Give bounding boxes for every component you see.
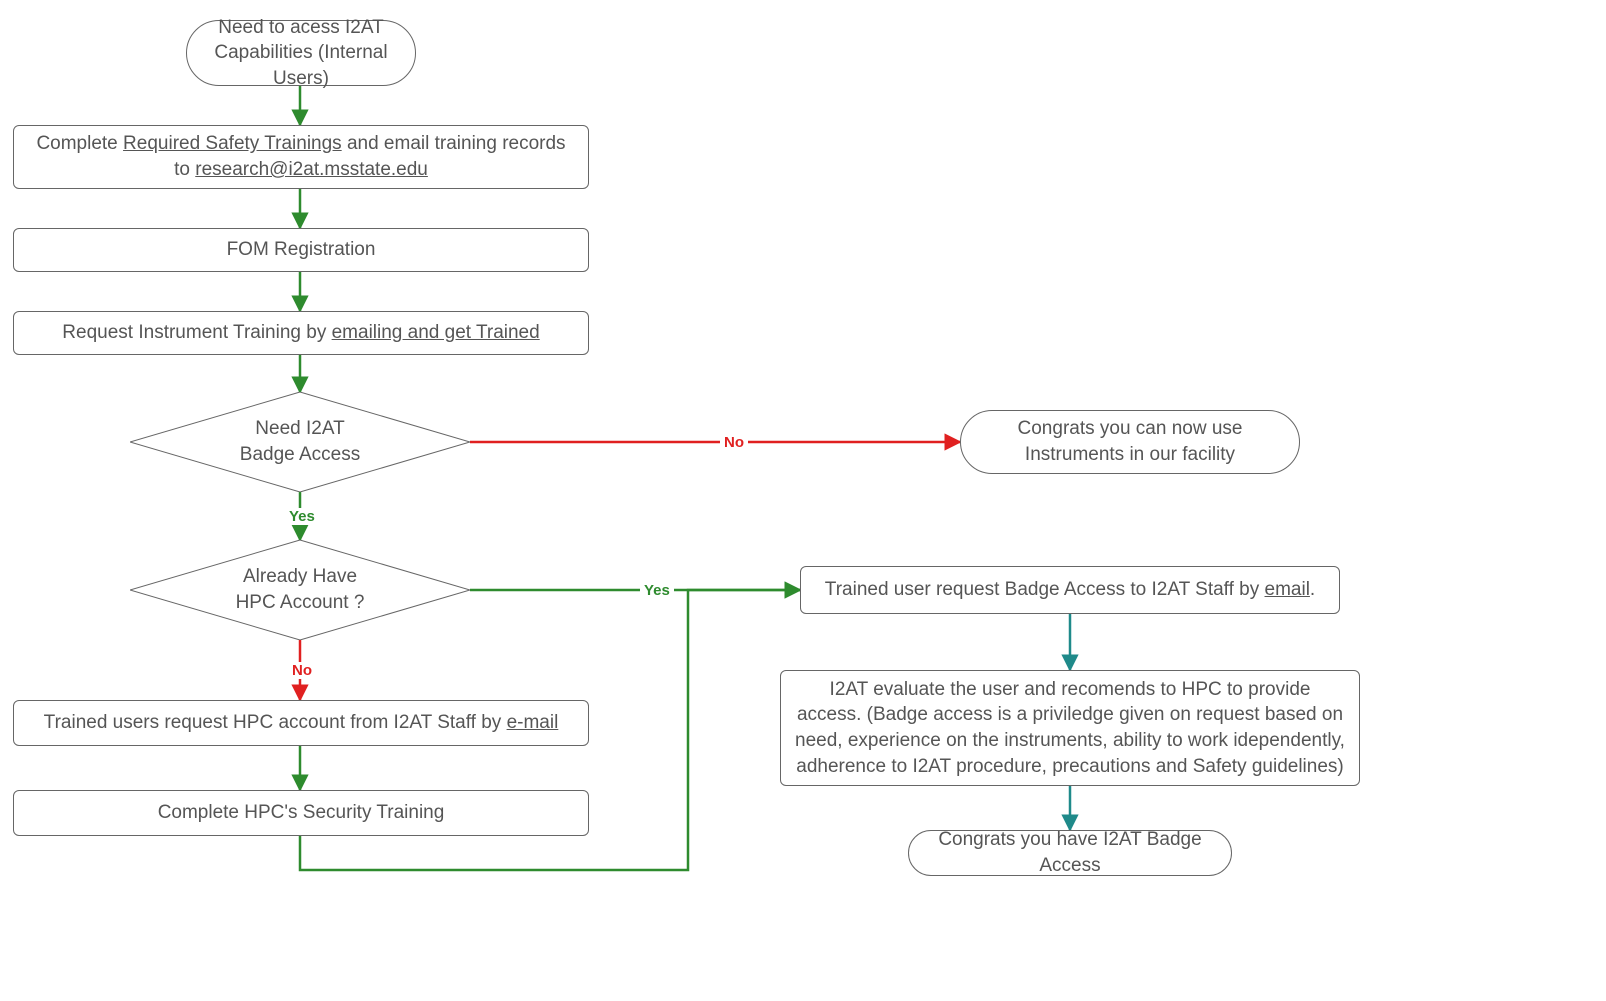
node-start: Need to acess I2AT Capabilities (Interna… [186, 20, 416, 86]
link[interactable]: email [1265, 579, 1310, 600]
node-hpc_q: Already HaveHPC Account ? [130, 540, 470, 640]
node-label-badge_q: Need I2ATBadge Access [130, 392, 470, 492]
node-label-safety: Complete Required Safety Trainings and e… [28, 131, 574, 182]
edge-label-hpc_q-req_badge: Yes [640, 582, 674, 599]
node-congrats_badge: Congrats you have I2AT Badge Access [908, 830, 1232, 876]
link[interactable]: emailing and get Trained [332, 322, 540, 343]
link[interactable]: research@i2at.msstate.edu [195, 159, 428, 180]
node-label-req_badge: Trained user request Badge Access to I2A… [825, 577, 1315, 603]
node-badge_q: Need I2ATBadge Access [130, 392, 470, 492]
node-req_instr: Request Instrument Training by emailing … [13, 311, 589, 355]
node-req_badge: Trained user request Badge Access to I2A… [800, 566, 1340, 614]
edge-label-badge_q-hpc_q: Yes [285, 508, 319, 525]
edge-label-badge_q-congrats_instr: No [720, 434, 748, 451]
link[interactable]: Required Safety Trainings [123, 133, 342, 154]
node-evaluate: I2AT evaluate the user and recomends to … [780, 670, 1360, 786]
node-fom: FOM Registration [13, 228, 589, 272]
node-safety: Complete Required Safety Trainings and e… [13, 125, 589, 189]
node-sec_training: Complete HPC's Security Training [13, 790, 589, 836]
node-congrats_instr: Congrats you can now use Instruments in … [960, 410, 1300, 474]
node-label-hpc_q: Already HaveHPC Account ? [130, 540, 470, 640]
edge-label-hpc_q-req_hpc: No [288, 662, 316, 679]
node-label-req_hpc: Trained users request HPC account from I… [44, 710, 559, 736]
link[interactable]: e-mail [507, 712, 559, 733]
node-label-req_instr: Request Instrument Training by emailing … [62, 320, 539, 346]
node-req_hpc: Trained users request HPC account from I… [13, 700, 589, 746]
